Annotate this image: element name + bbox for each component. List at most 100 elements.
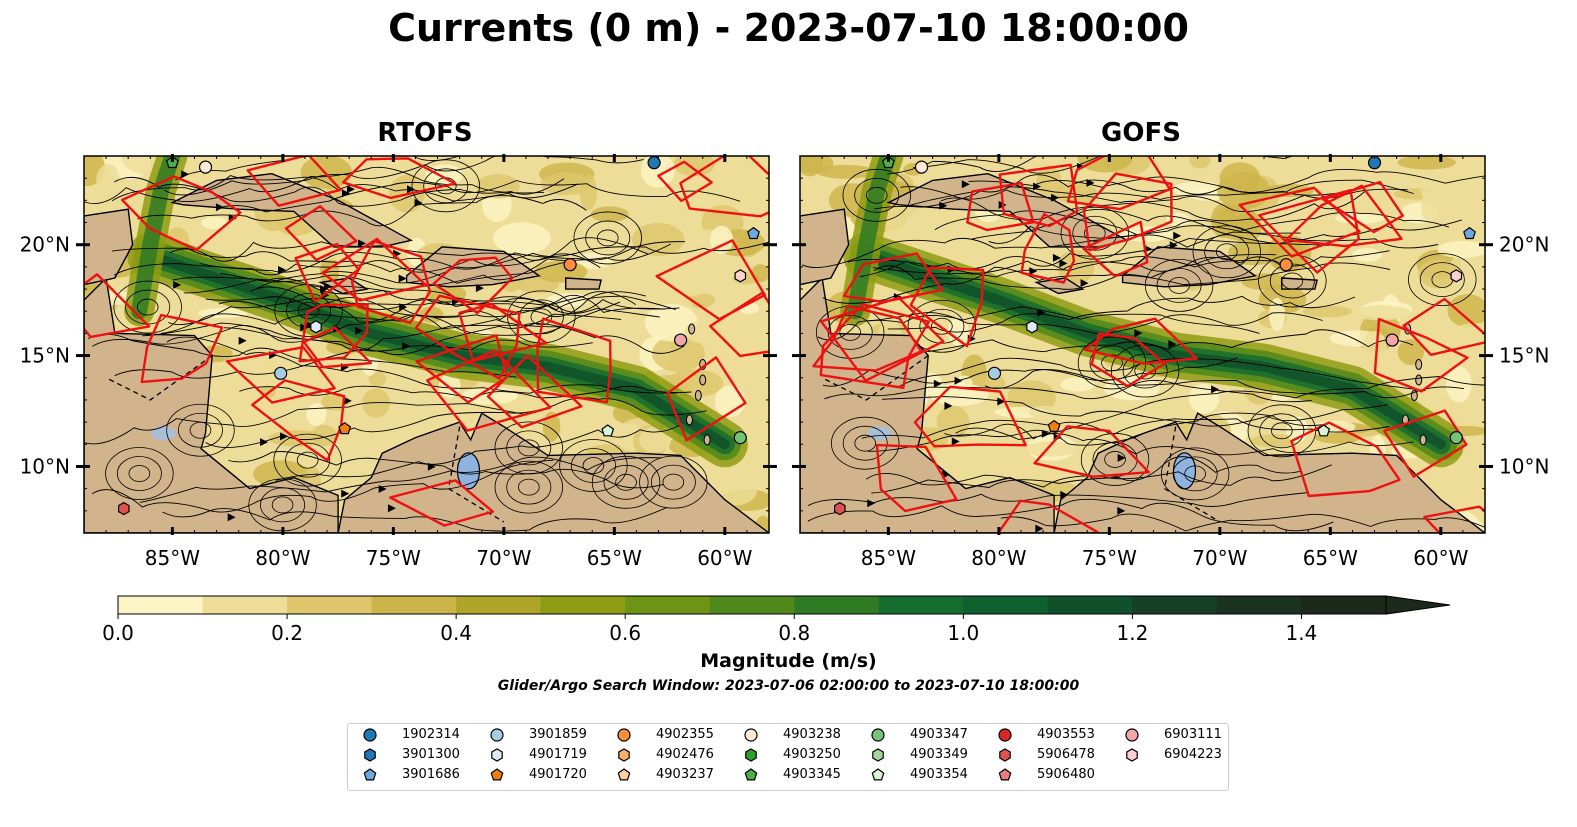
colorbar-tick-label: 0.0 — [102, 621, 134, 645]
streamline — [807, 498, 1334, 532]
streamline-arrow — [939, 201, 948, 210]
streamline — [250, 286, 666, 313]
streamline — [817, 306, 1260, 341]
colorbar-segment — [540, 596, 626, 614]
lat-tick-label: 15°N — [20, 344, 70, 368]
streamline-arrow — [277, 265, 286, 274]
red-boundary — [819, 303, 930, 389]
legend-label: 4901719 — [529, 747, 587, 762]
streamline-arrow — [961, 180, 970, 189]
legend-label: 3901859 — [529, 727, 587, 742]
streamline-arrow — [280, 432, 289, 441]
eddy-streamline — [423, 168, 469, 204]
streamline — [900, 179, 1414, 200]
eddy-streamline — [570, 448, 616, 483]
streamline-arrow — [1059, 259, 1068, 268]
eddy-streamline — [166, 403, 235, 457]
float-marker-3901686 — [747, 226, 760, 240]
red-boundary — [121, 175, 242, 252]
magnitude-patch — [985, 319, 1004, 349]
legend-marker — [999, 748, 1011, 762]
streamline-arrow — [1086, 178, 1095, 187]
circle-marker-icon — [871, 728, 885, 742]
eddy-streamline — [286, 293, 332, 328]
lon-tick-label: 75°W — [366, 546, 421, 570]
streamline-arrow — [215, 203, 224, 212]
red-boundary — [341, 157, 457, 200]
red-boundary — [1373, 317, 1469, 393]
streamline — [887, 295, 1356, 333]
magnitude-patch — [1302, 305, 1352, 318]
red-boundary — [819, 296, 945, 382]
streamline-arrow — [1117, 506, 1126, 515]
eddy-streamline — [907, 299, 977, 353]
eddy-streamline — [615, 473, 637, 491]
legend-marker — [617, 728, 631, 742]
streamline — [164, 156, 644, 196]
eddy-streamline — [585, 220, 631, 256]
colorbar-segment — [709, 596, 795, 614]
streamline-arrow — [427, 462, 436, 471]
float-marker-6903111 — [674, 333, 688, 347]
eddy-streamline — [1215, 243, 1238, 261]
red-boundary — [1402, 297, 1485, 356]
float-marker-4903345 — [881, 156, 895, 169]
red-boundary — [909, 266, 985, 348]
legend-marker — [744, 768, 758, 781]
legend-marker — [363, 728, 377, 742]
float-marker-3901859 — [987, 366, 1002, 380]
land-south-america — [337, 412, 769, 533]
streamline — [867, 412, 1323, 452]
lon-tick-label: 85°W — [145, 546, 200, 570]
streamline-arrow — [1168, 340, 1177, 349]
streamline-arrow — [407, 185, 416, 194]
float-marker-4903354 — [1317, 424, 1331, 437]
streamline-arrow — [1211, 385, 1220, 394]
magnitude-patch — [1397, 338, 1425, 366]
streamline — [971, 209, 1463, 245]
red-boundary — [486, 354, 583, 429]
hexagon-marker-icon — [872, 748, 884, 762]
lat-tick-label: 20°N — [20, 233, 70, 257]
streamline-arrow — [997, 397, 1006, 406]
magnitude-patch — [1104, 376, 1160, 401]
land-island — [703, 434, 711, 446]
float-marker-4903345 — [165, 156, 179, 169]
float-legend: 1902314 3901300 3901686 3901859 4901719 49017… — [347, 723, 1229, 791]
streamline — [91, 459, 554, 513]
legend-label: 4903237 — [656, 767, 714, 782]
float-marker-4903238 — [914, 160, 929, 174]
eddy-streamline — [189, 421, 212, 439]
red-boundary — [536, 317, 612, 404]
eddy-streamline — [1160, 447, 1230, 501]
legend-marker — [618, 748, 630, 762]
lon-tick-label: 60°W — [697, 546, 752, 570]
eddy-streamline — [842, 425, 888, 461]
red-boundary — [1020, 212, 1076, 284]
red-boundary — [1066, 156, 1172, 211]
legend-label: 6903111 — [1164, 727, 1222, 742]
red-boundary — [1383, 409, 1468, 478]
streamline-arrow — [238, 336, 247, 345]
streamline — [84, 402, 528, 445]
red-boundary — [1090, 332, 1166, 388]
eddy-streamline — [865, 186, 888, 204]
magnitude-patch — [1420, 170, 1476, 208]
streamline-arrow — [414, 198, 423, 207]
streamline-arrow — [399, 303, 408, 312]
eddy-streamline — [506, 430, 552, 466]
streamline — [205, 291, 637, 323]
legend-marker — [364, 748, 376, 762]
magnitude-patch — [684, 321, 712, 343]
magnitude-patch — [1445, 366, 1472, 403]
pentagon-marker-icon — [871, 768, 885, 781]
streamline-arrow — [1052, 253, 1061, 262]
red-boundary — [458, 302, 548, 362]
colorbar-segment — [1301, 596, 1387, 614]
lat-tick-label: 15°N — [1499, 344, 1549, 368]
streamline-arrow — [1035, 524, 1044, 533]
float-marker-4903347 — [1449, 431, 1463, 445]
legend-label: 5906480 — [1037, 767, 1095, 782]
yucatan-current — [131, 156, 181, 320]
magnitude-patch — [1351, 305, 1412, 321]
